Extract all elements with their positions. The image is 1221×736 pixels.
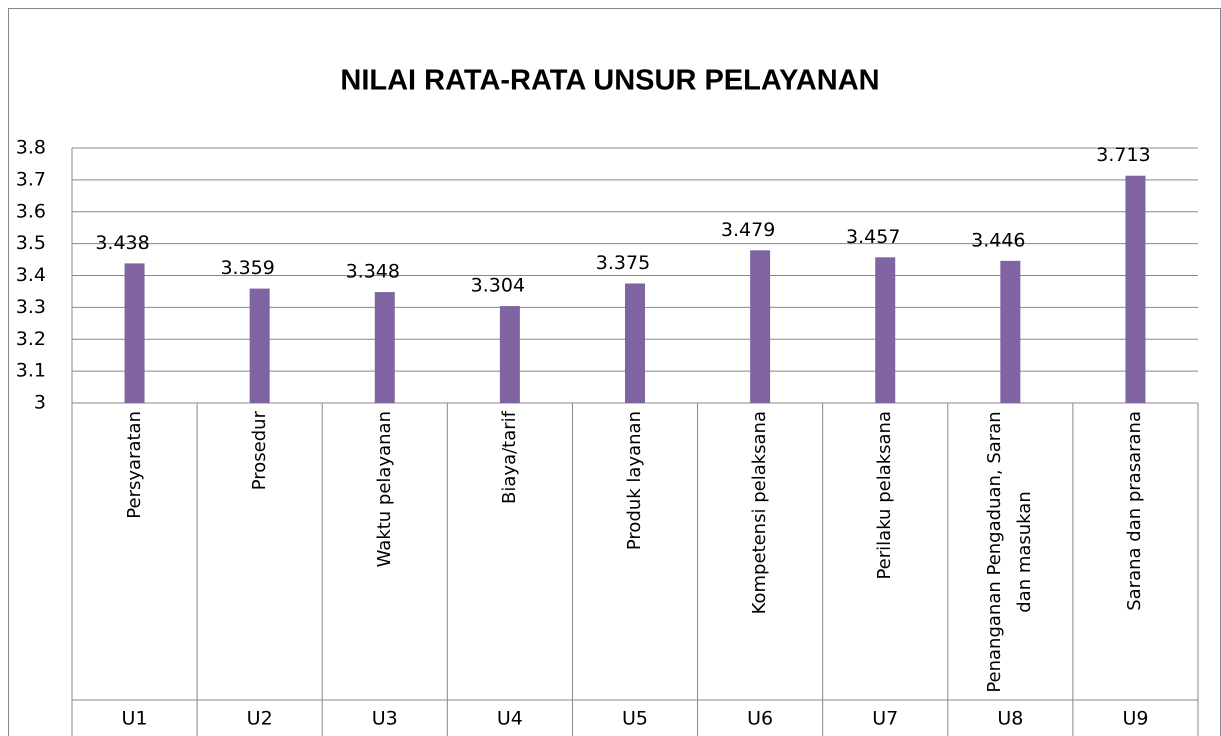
category-label: Produk layanan xyxy=(580,411,690,693)
y-tick-label: 3.3 xyxy=(16,296,46,318)
bar xyxy=(625,283,645,403)
category-text: Waktu pelayanan xyxy=(373,411,395,568)
category-text: Perilaku pelaksana xyxy=(874,411,896,580)
chart-title: NILAI RATA-RATA UNSUR PELAYANAN xyxy=(340,65,879,97)
category-label: Kompetensi pelaksana xyxy=(705,411,815,693)
category-text: Kompetensi pelaksana xyxy=(749,411,771,615)
category-code: U1 xyxy=(122,708,148,730)
y-tick-label: 3.1 xyxy=(16,360,46,382)
data-label: 3.375 xyxy=(596,252,650,274)
category-label: Waktu pelayanan xyxy=(330,411,440,693)
y-tick-label: 3.6 xyxy=(16,200,46,222)
data-label: 3.359 xyxy=(220,257,274,279)
category-text: Biaya/tarif xyxy=(498,411,520,504)
category-code: U6 xyxy=(747,708,773,730)
data-label: 3.446 xyxy=(971,229,1025,251)
category-text: Prosedur xyxy=(248,411,270,491)
data-label: 3.304 xyxy=(471,275,525,297)
y-tick-label: 3.4 xyxy=(16,264,46,286)
category-label: Prosedur xyxy=(205,411,315,693)
bar xyxy=(124,263,145,403)
category-code: U3 xyxy=(372,708,398,730)
y-tick-label: 3.5 xyxy=(16,232,46,254)
y-tick-label: 3.7 xyxy=(16,168,46,190)
category-label: Perilaku pelaksana xyxy=(830,411,940,693)
category-code: U2 xyxy=(247,708,273,730)
category-label: Sarana dan prasarana xyxy=(1080,411,1190,693)
category-label: Biaya/tarif xyxy=(455,411,565,693)
bar xyxy=(1125,175,1146,403)
bar xyxy=(374,292,395,403)
y-tick-label: 3.2 xyxy=(16,328,46,350)
bar xyxy=(875,257,896,403)
bar xyxy=(750,250,771,403)
y-tick-label: 3 xyxy=(34,392,46,414)
category-text: Persyaratan xyxy=(123,411,145,519)
category-code: U7 xyxy=(872,708,898,730)
bar xyxy=(249,288,270,403)
category-code: U9 xyxy=(1122,708,1148,730)
category-text: Sarana dan prasarana xyxy=(1124,411,1146,611)
data-label: 3.348 xyxy=(346,261,400,283)
category-code: U8 xyxy=(997,708,1023,730)
category-label: Persyaratan xyxy=(80,411,190,693)
bar xyxy=(1000,260,1021,403)
category-code: U5 xyxy=(622,708,648,730)
data-label: 3.438 xyxy=(95,232,149,254)
data-label: 3.457 xyxy=(846,226,900,248)
data-label: 3.713 xyxy=(1096,144,1150,166)
category-text: Produk layanan xyxy=(624,411,645,551)
category-code: U4 xyxy=(497,708,523,730)
data-label: 3.479 xyxy=(721,219,775,241)
y-tick-label: 3.8 xyxy=(16,137,46,159)
bar xyxy=(499,306,520,403)
category-label: Penanganan Pengaduan, Saran dan masukan xyxy=(955,411,1065,693)
category-text: Penanganan Pengaduan, Saran dan masukan xyxy=(984,411,1036,693)
